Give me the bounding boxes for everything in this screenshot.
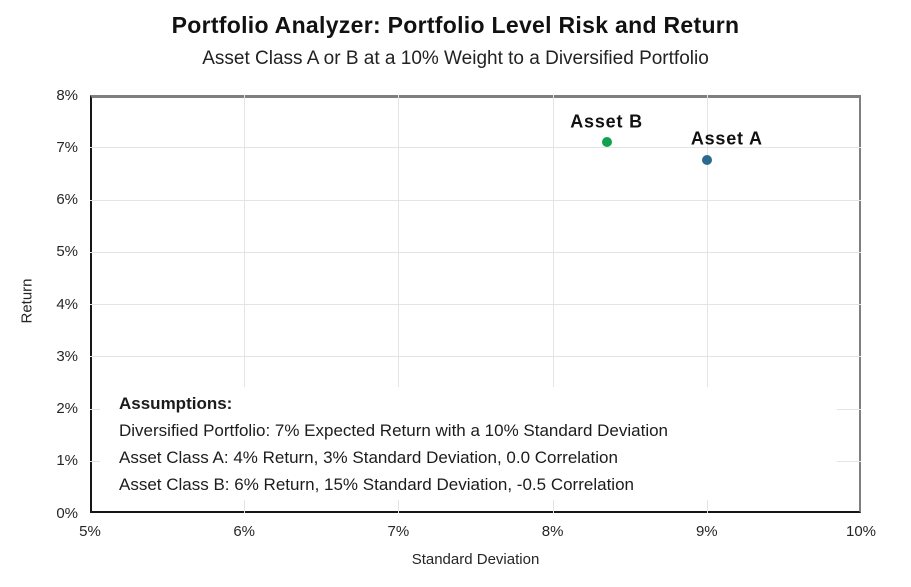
x-axis-tick-label: 5% <box>79 523 101 540</box>
data-point-asset-b <box>601 137 612 148</box>
y-axis-tick-label: 1% <box>56 452 78 470</box>
y-axis-tick-label: 5% <box>56 243 78 261</box>
data-point-asset-a <box>701 155 712 166</box>
assumption-line-asset-class-a: Asset Class A: 4% Return, 3% Standard De… <box>119 448 618 467</box>
y-axis-tick-label: 2% <box>56 400 78 417</box>
x-axis-tick-label: 6% <box>233 523 256 540</box>
x-axis-tick-label: 10% <box>845 523 877 540</box>
data-point-label-asset-b: Asset B <box>570 111 643 132</box>
y-axis-tick-label: 4% <box>56 295 78 313</box>
x-axis-tick-label: 9% <box>695 523 718 540</box>
assumptions-heading: Assumptions: <box>119 394 233 413</box>
y-axis-tick-label: 0% <box>56 504 78 522</box>
horizontal-gridline <box>90 199 861 201</box>
horizontal-gridline <box>90 356 861 358</box>
x-axis-tick-label: 7% <box>387 523 410 540</box>
y-axis-tick-label: 6% <box>56 191 78 208</box>
assumptions-box: Assumptions: Diversified Portfolio: 7% E… <box>100 387 837 500</box>
data-point-label-asset-a: Asset A <box>690 128 763 149</box>
x-axis-tick-label: 8% <box>541 523 564 540</box>
horizontal-gridline <box>90 251 861 253</box>
assumption-line-diversified-portfolio: Diversified Portfolio: 7% Expected Retur… <box>119 421 669 440</box>
y-axis-tick-label: 8% <box>56 86 78 104</box>
horizontal-gridline <box>90 147 861 149</box>
chart-subtitle: Asset Class A or B at a 10% Weight to a … <box>202 48 709 69</box>
horizontal-gridline <box>90 304 861 305</box>
y-axis-tick-label: 7% <box>56 138 78 156</box>
x-axis-title: Standard Deviation <box>411 551 540 568</box>
assumption-line-asset-class-b: Asset Class B: 6% Return, 15% Standard D… <box>119 475 634 494</box>
chart-title: Portfolio Analyzer: Portfolio Level Risk… <box>171 12 740 38</box>
y-axis-tick-label: 3% <box>56 347 78 365</box>
